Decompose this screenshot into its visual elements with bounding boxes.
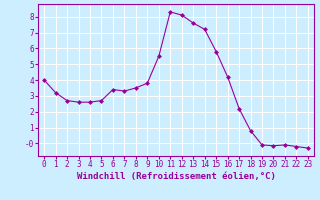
X-axis label: Windchill (Refroidissement éolien,°C): Windchill (Refroidissement éolien,°C): [76, 172, 276, 181]
